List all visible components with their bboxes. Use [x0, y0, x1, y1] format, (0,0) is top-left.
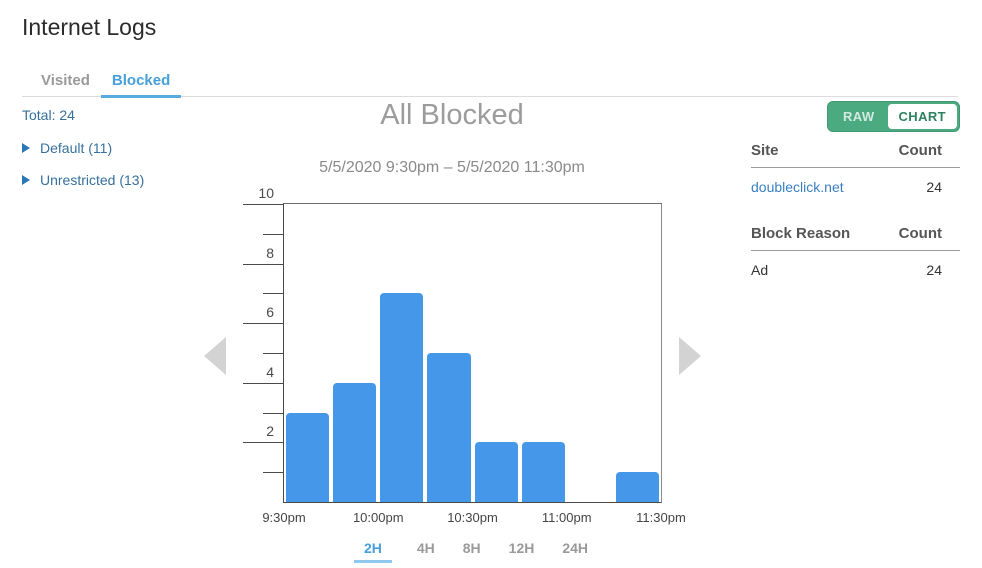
bar-10:45pm[interactable] — [521, 442, 565, 502]
y-axis-minor-tick — [263, 353, 283, 354]
y-axis-major-tick — [243, 263, 283, 265]
count-column-header: Count — [898, 142, 942, 159]
y-axis-tick-label: 8 — [266, 244, 274, 261]
site-table-header: Site Count — [751, 142, 960, 168]
table-row: Ad 24 — [751, 251, 960, 278]
sidebar-item-unrestricted[interactable]: Unrestricted (13) — [22, 172, 217, 188]
chart-title: All Blocked — [380, 99, 524, 131]
bar-11:15pm[interactable] — [615, 472, 659, 502]
bar-10:30pm[interactable] — [474, 442, 518, 502]
y-axis-major-tick — [243, 382, 283, 384]
bar-9:30pm[interactable] — [286, 412, 330, 502]
reason-table-header: Block Reason Count — [751, 225, 960, 251]
reason-count-value: 24 — [926, 262, 942, 278]
y-axis-major-tick — [243, 323, 283, 325]
time-range-24h[interactable]: 24H — [562, 540, 589, 556]
x-axis-tick-label: 11:30pm — [636, 510, 686, 525]
total-count-label: Total: 24 — [22, 107, 75, 123]
sidebar: Total: 24 Default (11) Unrestricted (13) — [22, 107, 217, 204]
bar-chart-plot: 10 8 6 4 2 9:30pm 10:00pm 10:30pm 11:00pm 11:30pm — [243, 185, 686, 525]
y-axis-tick-label: 2 — [266, 423, 274, 440]
page-title: Internet Logs — [22, 14, 157, 40]
bar-10:15pm[interactable] — [427, 353, 471, 502]
table-row: doubleclick.net 24 — [751, 168, 960, 195]
y-axis-minor-tick — [263, 233, 283, 235]
y-axis-major-tick — [243, 204, 283, 205]
time-range-4h[interactable]: 4H — [416, 540, 435, 556]
bar-10:00pm[interactable] — [380, 293, 424, 502]
site-table: Site Count doubleclick.net 24 — [751, 142, 960, 195]
y-axis-tick-label: 10 — [258, 185, 274, 201]
prev-period-arrow[interactable] — [204, 337, 226, 375]
x-axis-tick-label: 10:30pm — [447, 510, 498, 525]
x-axis-tick-label: 11:00pm — [541, 510, 592, 525]
time-range-selector: 2H 4H 8H 12H 24H — [283, 540, 662, 563]
raw-chart-toggle: RAW CHART — [827, 101, 960, 132]
time-range-12h[interactable]: 12H — [508, 540, 535, 556]
y-axis-minor-tick — [263, 293, 283, 295]
next-period-arrow[interactable] — [679, 337, 701, 375]
y-axis-minor-tick — [263, 412, 283, 414]
y-axis-minor-tick — [263, 472, 283, 474]
time-range-2h[interactable]: 2H — [353, 540, 392, 563]
y-axis-tick-label: 4 — [266, 363, 274, 380]
site-column-header: Site — [751, 142, 779, 159]
sidebar-item-label: Unrestricted (13) — [40, 172, 145, 188]
tab-bar: Visited Blocked — [22, 70, 958, 98]
sidebar-item-default[interactable]: Default (11) — [22, 140, 217, 156]
tab-visited[interactable]: Visited — [41, 72, 90, 89]
y-axis-tick-label: 6 — [266, 304, 274, 321]
time-range-8h[interactable]: 8H — [462, 540, 481, 556]
reason-value: Ad — [751, 262, 769, 278]
y-axis-major-tick — [243, 442, 283, 444]
chart-date-range: 5/5/2020 9:30pm – 5/5/2020 11:30pm — [319, 159, 585, 176]
caret-right-icon — [22, 175, 30, 185]
raw-view-button[interactable]: RAW — [842, 109, 875, 124]
count-column-header: Count — [898, 225, 942, 242]
block-reason-table: Block Reason Count Ad 24 — [751, 225, 960, 278]
chart-view-button[interactable]: CHART — [887, 104, 957, 129]
reason-column-header: Block Reason — [751, 225, 851, 242]
x-axis-tick-label: 10:00pm — [352, 510, 404, 525]
sidebar-item-label: Default (11) — [40, 140, 113, 156]
site-count-value: 24 — [926, 179, 942, 195]
bar-9:45pm[interactable] — [333, 382, 377, 502]
x-axis-tick-label: 9:30pm — [262, 510, 306, 525]
caret-right-icon — [22, 143, 30, 153]
site-link[interactable]: doubleclick.net — [751, 179, 844, 195]
tab-blocked[interactable]: Blocked — [100, 70, 182, 98]
